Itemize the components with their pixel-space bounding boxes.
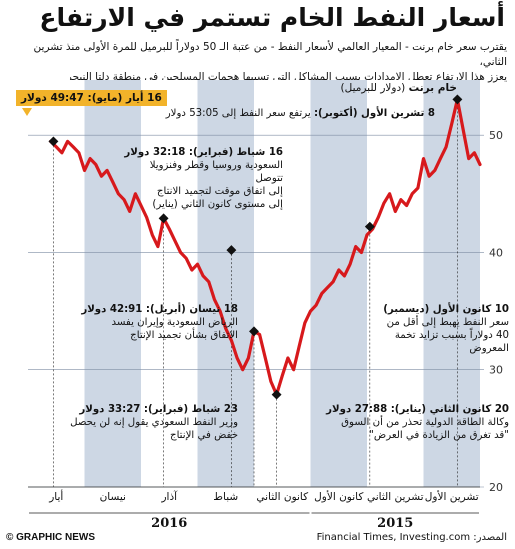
x-tick-label: آذار [160,490,178,503]
annotation-feb16-body-1: السعودية وروسيا وقطر وفنزويلا تتوصل [149,160,283,184]
annotation-apr18: 18 نيسان (أبريل): 42:91 دولار الرياض الس… [8,303,238,342]
month-band [84,80,141,487]
annotation-dec10-body-3: المعروض [469,343,509,354]
subtitle-line: يقترب سعر خام برنت - المعيار العالمي لأس… [33,41,507,68]
data-marker [48,136,59,147]
data-marker [364,221,375,232]
data-marker [226,245,237,256]
x-tick-label: كانون الثاني [256,491,308,503]
annotation-jan20-head: 20 كانون الثاني (يناير): 27:88 دولار [326,404,509,415]
callout-pointer [22,108,32,116]
annotation-jan20-body-1: وكالة الطاقة الدولية تحذر من أن السوق [341,417,509,428]
x-tick-label: تشرين الأول [425,490,479,503]
month-band [141,80,198,487]
annotation-jan20-body-2: "قد تغرق من الزيادة في العرض" [369,430,509,441]
annotation-oct8-body: يرتفع سعر النفط إلى 53:05 دولار [165,108,311,119]
month-band [197,80,254,487]
y-tick-label: 30 [489,364,503,377]
page-title: أسعار النفط الخام تستمر في الارتفاع [39,3,505,32]
may16-callout-text: 16 أيار (مايو): 49:47 دولار [21,92,162,104]
annotation-feb23-body-1: وزير النفط السعودي يقول إنه لن يحصل [70,417,238,428]
year-label: 2015 [377,516,413,531]
annotation-apr18-head: 18 نيسان (أبريل): 42:91 دولار [81,304,238,315]
month-band [310,80,367,487]
x-tick-label: نيسان [100,491,126,503]
annotation-feb16-head: 16 شباط (فبراير): 32:18 دولار [124,147,283,158]
x-tick-label: شباط [213,491,238,503]
series-line [48,97,482,397]
annotation-apr18-body-1: الرياض السعودية وإيران يفسد [111,317,238,328]
annotation-feb23: 23 شباط (فبراير): 33:27 دولار وزير النفط… [8,403,238,442]
chart-title: خام برنت [408,82,457,94]
data-marker [271,389,282,400]
annotation-jan20: 20 كانون الثاني (يناير): 27:88 دولار وكا… [289,403,509,442]
annotation-feb16-body-3: إلى مستوى كانون الثاني (يناير) [152,199,283,210]
data-marker [158,213,169,224]
annotation-dec10-body-1: سعر النفط يهبط إلى أقل من [386,317,509,328]
year-label: 2016 [151,516,187,531]
data-marker [249,326,259,337]
annotation-oct8-head: 8 تشرين الأول (أكتوبر): [313,108,435,119]
y-tick-label: 40 [489,246,503,259]
x-tick-label: أيار [48,489,63,503]
y-tick-label: 20 [489,481,503,494]
annotation-dec10: 10 كانون الأول (ديسمبر) سعر النفط يهبط إ… [359,303,509,355]
may16-callout: 16 أيار (مايو): 49:47 دولار [16,90,167,106]
y-axis-unit: (دولار للبرميل) [340,82,406,94]
annotation-dec10-body-2: 40 دولاراً بسبب تزايد تخمة [394,330,509,341]
annotation-apr18-body-2: الاتفاق بشأن تجميد الإنتاج [130,330,238,341]
y-tick-label: 50 [489,129,503,142]
x-tick-label: كانون الأول [314,490,363,503]
month-band [367,80,424,487]
source-credit: المصدر: Financial Times, Investing.com [316,532,507,543]
annotation-feb23-head: 23 شباط (فبراير): 33:27 دولار [79,404,238,415]
annotation-feb16-body-2: إلى اتفاق موقت لتجميد الانتاج [156,186,283,197]
month-band [254,80,311,487]
brand-credit: © GRAPHIC NEWS [6,532,96,543]
month-band [423,80,480,487]
annotation-feb16: 16 شباط (فبراير): 32:18 دولار السعودية و… [123,146,283,211]
chart-title-block: خام برنت (دولار للبرميل) [341,82,457,94]
annotation-feb23-body-2: خفض في الإنتاج [170,430,238,441]
annotation-dec10-head: 10 كانون الأول (ديسمبر) [383,304,509,315]
annotation-oct8: 8 تشرين الأول (أكتوبر): يرتفع سعر النفط … [166,107,435,120]
x-tick-label: تشرين الثاني [367,491,424,503]
